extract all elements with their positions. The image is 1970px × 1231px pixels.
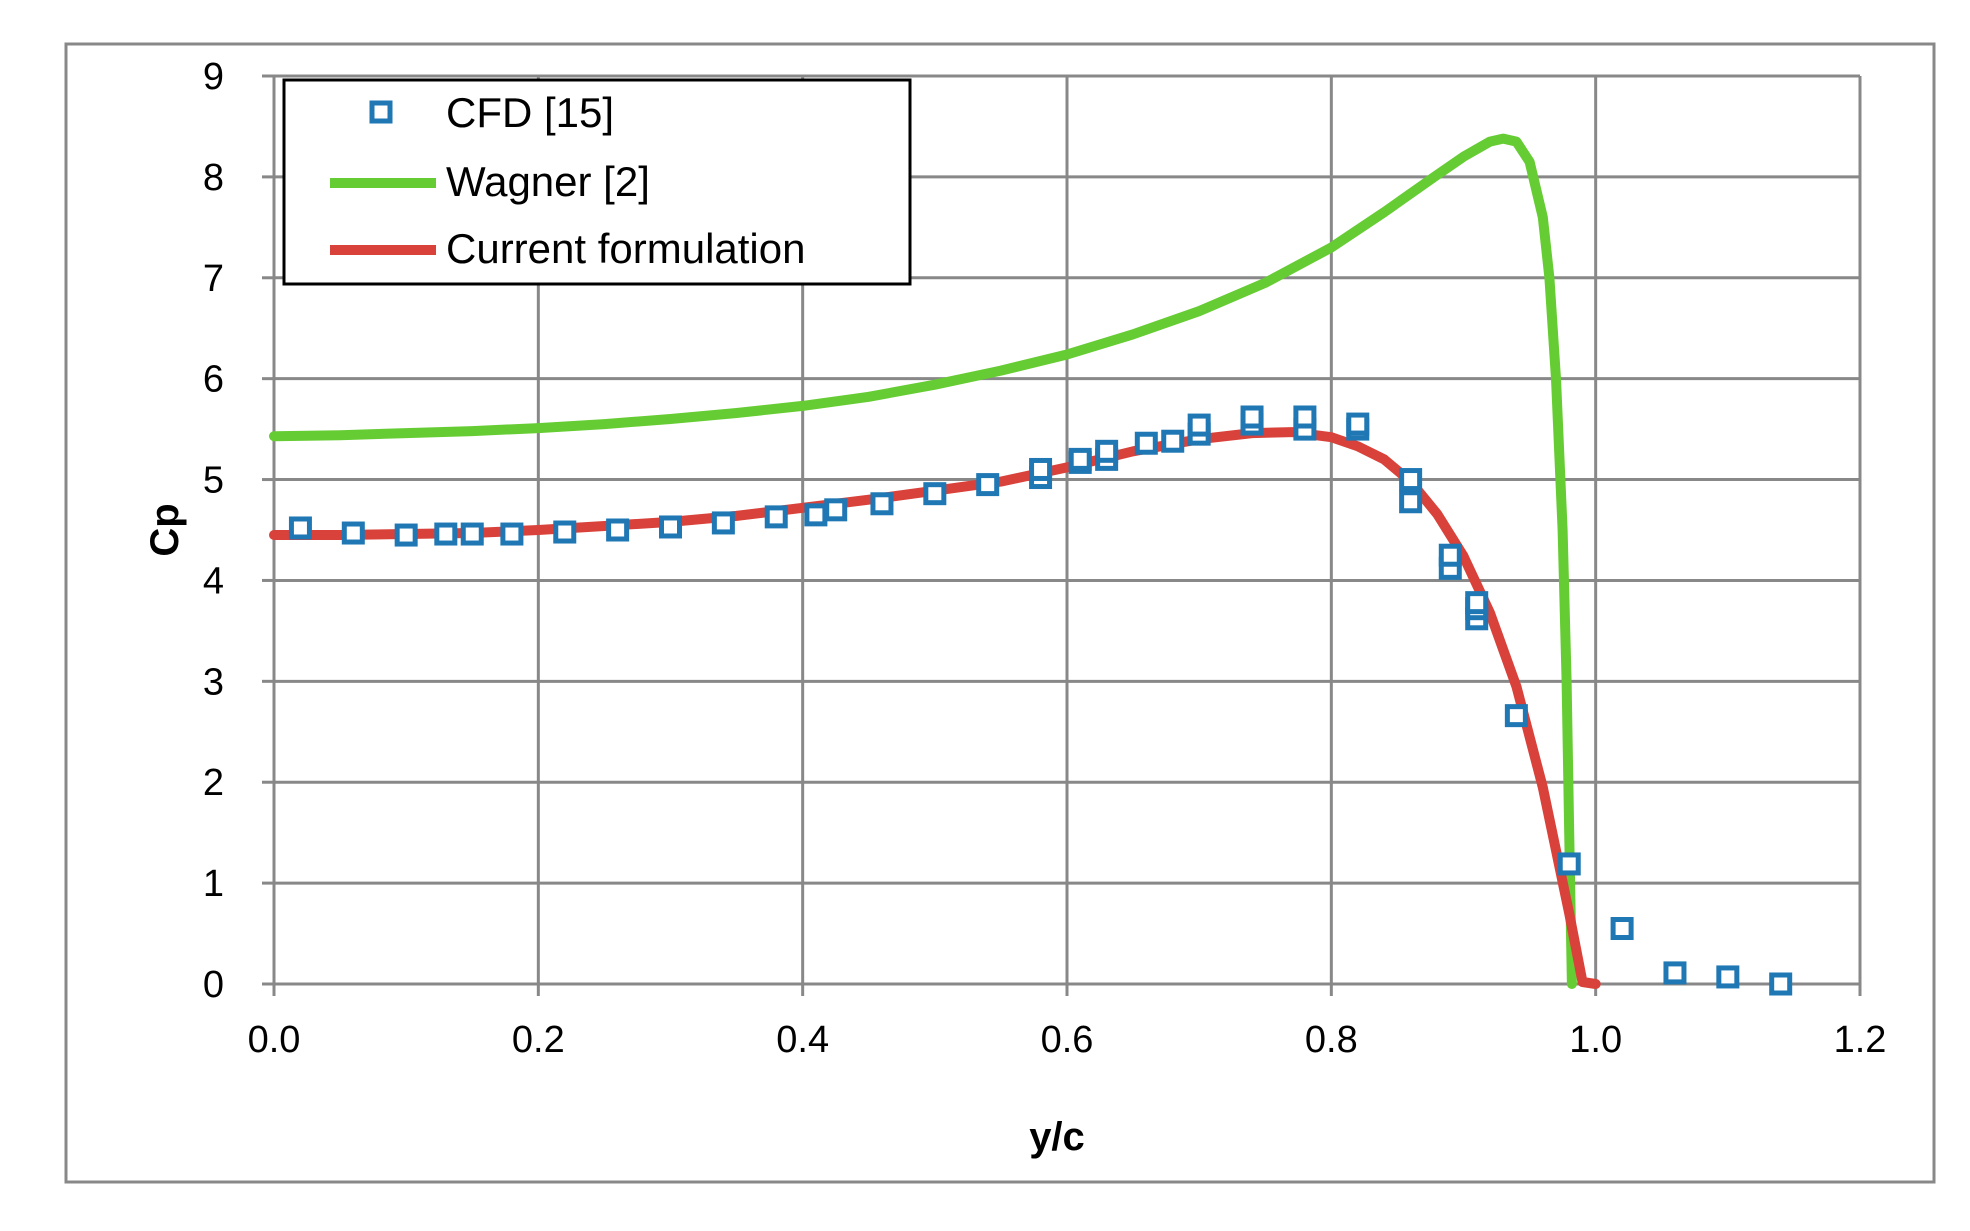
cfd-data-point bbox=[460, 522, 484, 546]
cfd-data-point bbox=[659, 515, 682, 539]
cfd-data-point bbox=[341, 521, 365, 545]
x-tick-label: 1.2 bbox=[1834, 1019, 1887, 1061]
y-tick-label: 4 bbox=[203, 560, 224, 602]
x-tick-label: 0.8 bbox=[1305, 1019, 1358, 1061]
cfd-data-point bbox=[1068, 447, 1092, 471]
y-tick-label: 2 bbox=[203, 762, 224, 804]
y-tick-label: 3 bbox=[203, 661, 224, 703]
cfd-data-point bbox=[1399, 490, 1423, 514]
cfd-data-point bbox=[1465, 591, 1489, 615]
cfd-data-point bbox=[1134, 431, 1158, 455]
legend-label-cfd: CFD [15] bbox=[446, 89, 614, 136]
cfd-data-point bbox=[923, 482, 947, 506]
cfd-data-point bbox=[1399, 468, 1423, 492]
series bbox=[269, 133, 1793, 996]
cfd-data-point bbox=[394, 523, 418, 547]
x-tick-label: 0.6 bbox=[1041, 1019, 1094, 1061]
cfd-data-point bbox=[1504, 704, 1528, 728]
cfd-data-point bbox=[553, 520, 577, 544]
cfd-data-point bbox=[870, 492, 894, 516]
x-tick-label: 0.0 bbox=[248, 1019, 301, 1061]
cfd-data-point bbox=[804, 503, 828, 527]
cfd-data-point bbox=[764, 505, 788, 529]
legend-label-wagner: Wagner [2] bbox=[446, 158, 650, 205]
legend: CFD [15] Wagner [2] Current formulation bbox=[282, 78, 912, 286]
axes: 0.0 0.2 0.4 0.6 0.8 1.0 1.2 0 1 2 3 4 5 6 7 8 9 bbox=[203, 56, 1887, 1061]
y-tick-label: 7 bbox=[203, 258, 224, 300]
cfd-data-point bbox=[1161, 429, 1185, 453]
cfd-data-point bbox=[1610, 917, 1634, 941]
x-tick-label: 0.4 bbox=[776, 1019, 829, 1061]
cfd-data-point bbox=[1557, 852, 1581, 876]
cfd-data-point bbox=[1438, 543, 1462, 567]
cfd-data-point bbox=[1769, 972, 1793, 996]
y-tick-label: 0 bbox=[203, 964, 224, 1006]
cfd-data-point bbox=[1716, 965, 1740, 989]
cfd-data-point bbox=[976, 473, 1000, 497]
y-tick-label: 5 bbox=[203, 460, 224, 502]
y-tick-label: 9 bbox=[203, 56, 224, 98]
cfd-data-point bbox=[824, 498, 848, 522]
y-axis-title: Cp bbox=[143, 503, 187, 556]
cfd-data-point bbox=[711, 511, 735, 535]
x-tick-label: 1.0 bbox=[1569, 1019, 1622, 1061]
cfd-data-point bbox=[606, 518, 630, 542]
cfd-data-point bbox=[1663, 961, 1687, 985]
y-tick-label: 8 bbox=[203, 157, 224, 199]
cfd-data-point bbox=[1240, 405, 1264, 429]
legend-marker-cfd bbox=[369, 100, 393, 124]
cfd-data-point bbox=[434, 522, 458, 546]
y-tick-label: 6 bbox=[203, 359, 224, 401]
cfd-data-point bbox=[1029, 457, 1053, 481]
wagner-line bbox=[269, 133, 1577, 989]
legend-label-current: Current formulation bbox=[446, 225, 805, 272]
cfd-data-point bbox=[288, 516, 312, 540]
x-axis-title: y/c bbox=[1029, 1115, 1085, 1159]
x-tick-label: 0.2 bbox=[512, 1019, 565, 1061]
cfd-data-point bbox=[1187, 413, 1211, 437]
y-tick-label: 1 bbox=[203, 863, 224, 905]
cfd-data-point bbox=[1095, 439, 1119, 463]
cfd-data-point bbox=[1346, 412, 1370, 436]
cfd-data-point bbox=[1293, 405, 1317, 429]
cfd-data-point bbox=[500, 522, 524, 546]
